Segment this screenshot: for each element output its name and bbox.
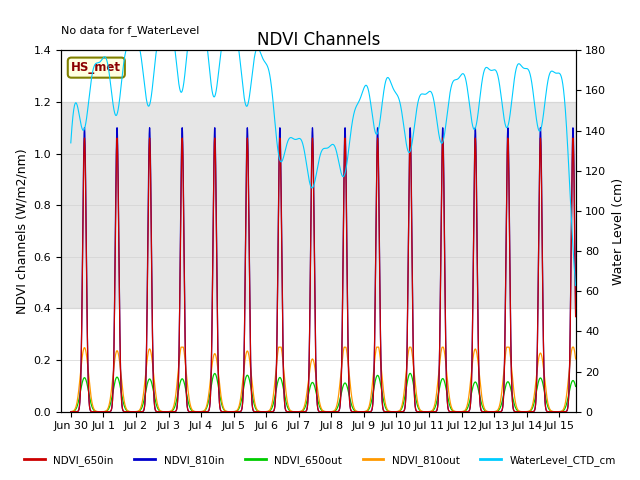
- Legend: NDVI_650in, NDVI_810in, NDVI_650out, NDVI_810out, WaterLevel_CTD_cm: NDVI_650in, NDVI_810in, NDVI_650out, NDV…: [20, 451, 620, 470]
- Title: NDVI Channels: NDVI Channels: [257, 31, 380, 49]
- Y-axis label: Water Level (cm): Water Level (cm): [612, 178, 625, 285]
- Text: HS_met: HS_met: [71, 61, 122, 74]
- Text: No data for f_WaterLevel: No data for f_WaterLevel: [61, 25, 200, 36]
- Y-axis label: NDVI channels (W/m2/nm): NDVI channels (W/m2/nm): [15, 148, 28, 314]
- Bar: [61, 102, 575, 309]
